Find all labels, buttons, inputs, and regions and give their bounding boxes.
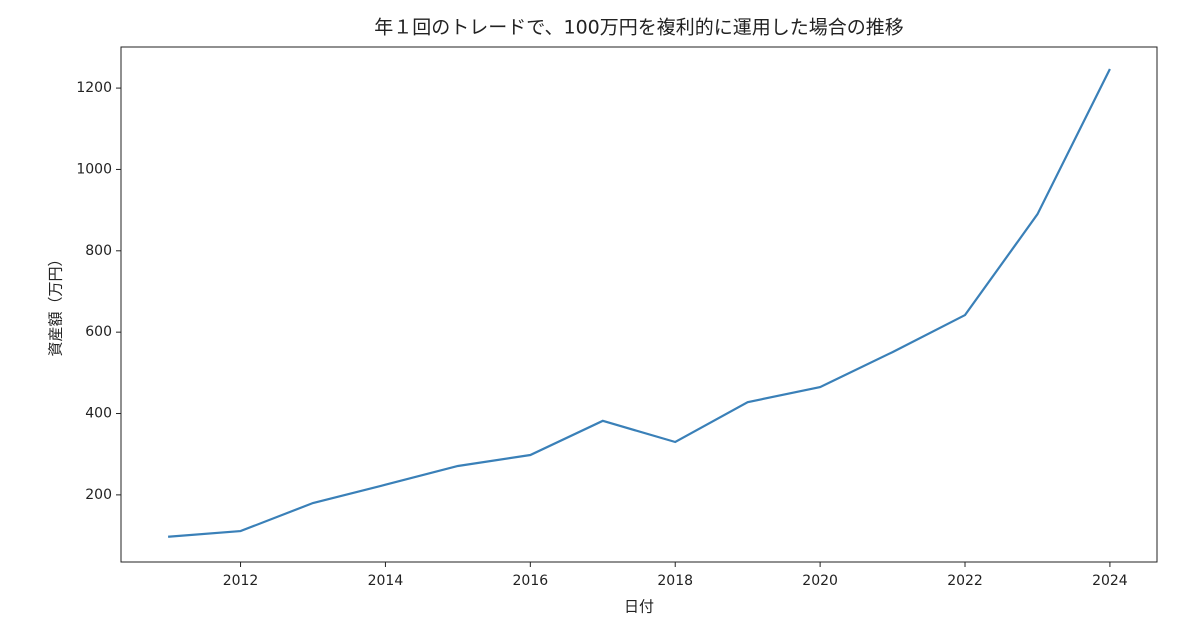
y-axis-label: 資産額（万円） bbox=[47, 251, 65, 356]
y-tick-label: 600 bbox=[85, 324, 112, 340]
y-tick-label: 800 bbox=[85, 243, 112, 259]
chart-title: 年１回のトレードで、100万円を複利的に運用した場合の推移 bbox=[374, 17, 904, 39]
x-tick-label: 2016 bbox=[513, 573, 549, 589]
y-tick-label: 1200 bbox=[76, 80, 112, 96]
plot-frame bbox=[120, 46, 1158, 563]
data-line bbox=[168, 68, 1111, 538]
x-tick-label: 2012 bbox=[223, 573, 259, 589]
x-tick-label: 2024 bbox=[1092, 573, 1128, 589]
y-tick-label: 400 bbox=[85, 406, 112, 422]
x-tick-label: 2022 bbox=[947, 573, 983, 589]
x-tick-label: 2014 bbox=[368, 573, 404, 589]
x-tick-label: 2018 bbox=[657, 573, 693, 589]
x-axis-label: 日付 bbox=[624, 598, 654, 616]
y-tick-label: 1000 bbox=[76, 161, 112, 177]
x-tick-label: 2020 bbox=[802, 573, 838, 589]
y-tick-label: 200 bbox=[85, 487, 112, 503]
